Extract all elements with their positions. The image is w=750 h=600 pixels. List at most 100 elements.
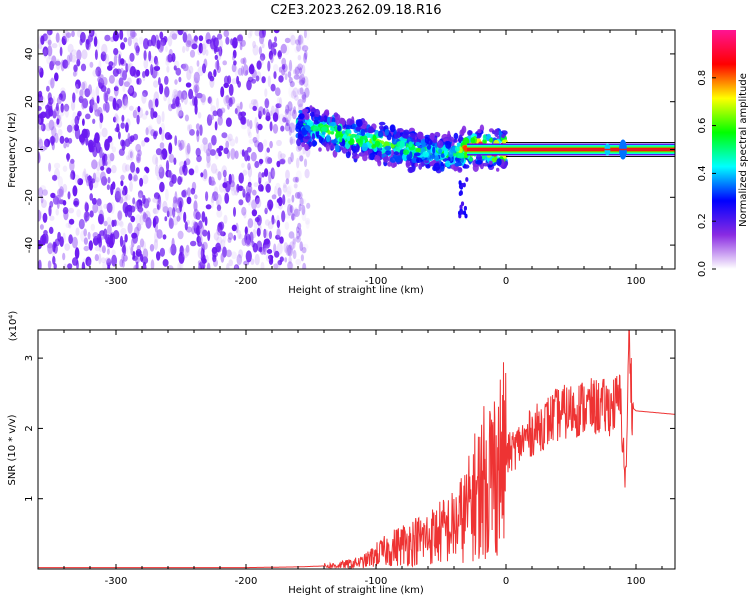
noise-speckle <box>156 114 162 125</box>
noise-speckle <box>119 188 126 199</box>
noise-speckle <box>294 66 300 77</box>
bottom-xtick-label: -200 <box>235 576 258 587</box>
colorbar-gradient <box>712 30 736 269</box>
signal-blob <box>390 125 395 132</box>
signal-blob <box>334 144 340 153</box>
noise-speckle <box>299 40 305 51</box>
noise-speckle <box>213 37 219 48</box>
noise-speckle <box>83 245 90 252</box>
noise-speckle <box>119 235 124 247</box>
signal-blob <box>445 160 451 168</box>
noise-speckle <box>216 209 223 218</box>
noise-speckle <box>289 121 293 128</box>
noise-speckle <box>216 236 223 245</box>
noise-speckle <box>71 30 75 38</box>
noise-speckle <box>82 98 89 109</box>
noise-speckle <box>78 218 85 230</box>
noise-speckle-region <box>38 30 311 269</box>
noise-speckle <box>55 32 60 43</box>
signal-blob <box>384 128 389 136</box>
noise-speckle <box>167 170 173 178</box>
noise-speckle <box>292 176 298 183</box>
noise-speckle <box>114 113 119 123</box>
noise-speckle <box>213 69 217 78</box>
noise-speckle <box>185 145 191 156</box>
noise-speckle <box>158 164 163 173</box>
signal-blob <box>440 153 445 158</box>
noise-speckle <box>92 69 99 77</box>
signal-blob <box>482 138 487 144</box>
noise-speckle <box>94 171 101 183</box>
noise-speckle <box>137 149 142 157</box>
signal-blob <box>377 131 384 138</box>
noise-speckle <box>186 33 192 46</box>
noise-speckle <box>71 49 77 56</box>
noise-speckle <box>181 90 188 100</box>
noise-speckle <box>236 34 243 42</box>
noise-speckle <box>299 241 304 252</box>
noise-speckle <box>282 117 287 123</box>
noise-speckle <box>210 163 218 174</box>
noise-speckle <box>142 90 148 97</box>
noise-speckle <box>152 154 158 165</box>
noise-speckle <box>247 32 252 39</box>
signal-blob <box>501 133 506 139</box>
top-xtick-label: -200 <box>235 276 258 287</box>
noise-speckle <box>164 86 170 98</box>
signal-blob <box>337 125 342 132</box>
top-ytick-label: 40 <box>24 48 35 61</box>
bottom-xtick-label: -100 <box>365 576 388 587</box>
noise-speckle <box>206 161 211 169</box>
noise-speckle <box>288 231 295 239</box>
noise-speckle <box>163 94 167 102</box>
noise-speckle <box>137 190 144 199</box>
signal-blob <box>295 122 301 130</box>
noise-speckle <box>153 80 159 88</box>
bottom-ytick-label: 3 <box>24 355 35 361</box>
noise-speckle <box>290 152 294 163</box>
noise-speckle <box>129 105 134 111</box>
signal-blob <box>340 117 346 126</box>
signal-blob <box>313 119 319 125</box>
noise-speckle <box>259 33 265 45</box>
noise-speckle <box>57 176 64 188</box>
noise-speckle <box>298 203 302 212</box>
noise-speckle <box>297 222 302 230</box>
noise-speckle <box>124 233 128 243</box>
noise-speckle <box>38 137 43 145</box>
noise-speckle <box>294 184 298 194</box>
noise-speckle <box>220 252 225 263</box>
noise-speckle <box>220 86 225 98</box>
noise-speckle <box>193 35 198 42</box>
noise-speckle <box>133 174 138 182</box>
noise-speckle <box>258 246 263 253</box>
noise-speckle <box>113 54 118 67</box>
noise-speckle <box>92 235 99 246</box>
noise-speckle <box>47 45 53 57</box>
noise-speckle <box>281 210 286 223</box>
noise-speckle <box>279 97 283 109</box>
noise-speckle <box>299 75 303 83</box>
noise-speckle <box>248 176 252 187</box>
noise-speckle <box>176 215 181 222</box>
noise-speckle <box>234 190 239 196</box>
noise-speckle <box>210 197 214 209</box>
noise-speckle <box>214 150 219 160</box>
signal-blob <box>489 137 493 143</box>
noise-speckle <box>276 139 282 147</box>
noise-speckle <box>275 227 282 238</box>
noise-speckle <box>91 159 98 170</box>
noise-speckle <box>90 223 96 231</box>
noise-speckle <box>122 70 127 81</box>
noise-speckle <box>69 172 74 180</box>
noise-speckle <box>44 138 51 148</box>
noise-speckle <box>174 79 178 85</box>
noise-speckle <box>248 102 254 110</box>
noise-speckle <box>92 179 99 189</box>
noise-speckle <box>152 111 158 118</box>
noise-speckle <box>288 262 294 269</box>
noise-speckle <box>139 238 145 248</box>
noise-speckle <box>292 109 297 120</box>
noise-speckle <box>156 39 161 50</box>
signal-blob <box>463 145 468 151</box>
